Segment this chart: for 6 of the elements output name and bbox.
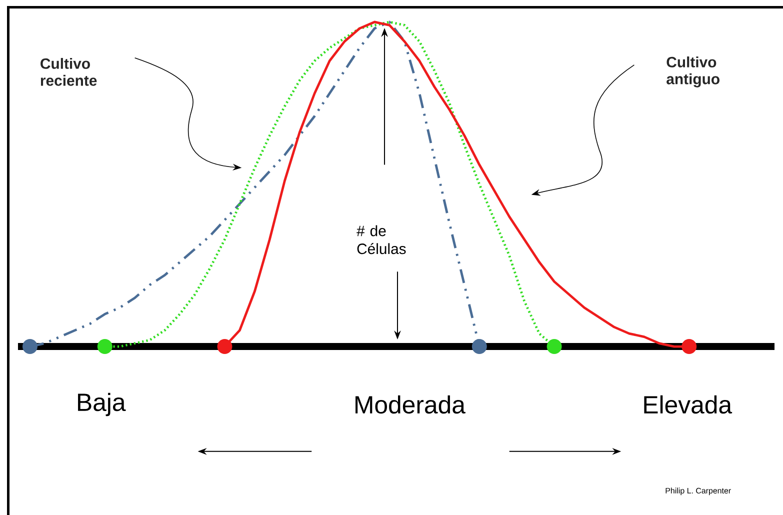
annotation: Cultivo reciente [40,58,97,86]
text: Elevada [644,395,732,414]
text: Moderada [356,395,466,414]
annotation: Cultivo antiguo [666,56,720,88]
annotation: # de Células [356,225,406,254]
text: Baja [78,392,126,416]
